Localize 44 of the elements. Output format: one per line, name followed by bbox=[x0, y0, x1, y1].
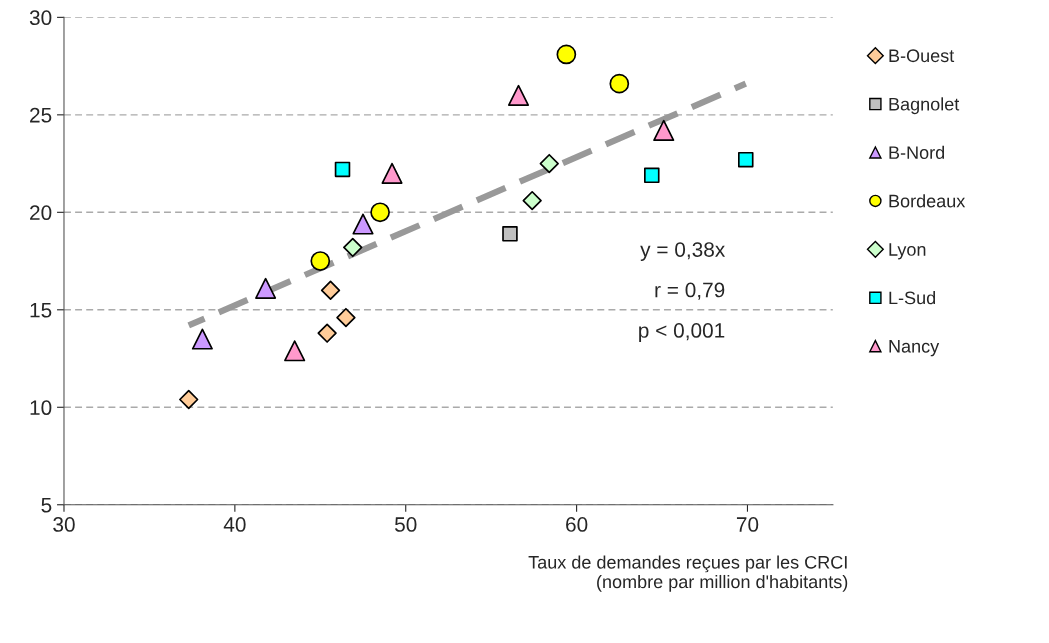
point bbox=[556, 44, 577, 65]
point bbox=[522, 190, 542, 211]
y-tick-label: 10 bbox=[30, 400, 52, 416]
annotation: y = 0,38x bbox=[640, 242, 726, 262]
x-tick-label: 70 bbox=[736, 517, 759, 532]
point bbox=[539, 153, 559, 174]
x-tick-label: 40 bbox=[223, 517, 246, 532]
point bbox=[644, 167, 660, 184]
point bbox=[317, 323, 337, 343]
point bbox=[653, 119, 675, 141]
x-tick-label: 60 bbox=[566, 517, 588, 532]
point bbox=[381, 162, 403, 184]
legend-label: B-Nord bbox=[889, 145, 945, 159]
legend-label: Bagnolet bbox=[889, 97, 960, 115]
point bbox=[370, 202, 390, 223]
point bbox=[352, 213, 374, 235]
point bbox=[336, 307, 356, 328]
point bbox=[507, 84, 530, 106]
legend-label: L-Sud bbox=[889, 291, 936, 305]
x-axis-title: Taux de demandes reçues par les CRCI (nombre par million d'habitants) bbox=[528, 555, 848, 592]
y-tick-label: 5 bbox=[41, 497, 52, 513]
point bbox=[179, 389, 199, 410]
point bbox=[255, 277, 277, 299]
y-tick-label: 30 bbox=[29, 10, 52, 26]
x-tick-label: 30 bbox=[53, 517, 75, 532]
legend-label: Nancy bbox=[889, 340, 940, 357]
point bbox=[284, 340, 306, 362]
point bbox=[320, 280, 341, 300]
annotation: r = 0,79 bbox=[655, 282, 725, 300]
point bbox=[191, 328, 213, 350]
legend-label: Bordeaux bbox=[889, 194, 966, 208]
y-tick-label: 20 bbox=[30, 205, 52, 221]
point bbox=[737, 151, 754, 168]
point bbox=[502, 225, 518, 242]
y-tick-label: 25 bbox=[30, 107, 52, 123]
y-tick-label: 15 bbox=[30, 303, 52, 318]
annotation: p < 0,001 bbox=[639, 323, 725, 342]
point bbox=[334, 161, 351, 178]
legend-label: B-Ouest bbox=[889, 49, 955, 63]
x-tick-label: 50 bbox=[394, 517, 417, 532]
point bbox=[310, 251, 331, 271]
legend-label: Lyon bbox=[889, 243, 926, 260]
point bbox=[609, 73, 630, 94]
point bbox=[343, 237, 363, 258]
